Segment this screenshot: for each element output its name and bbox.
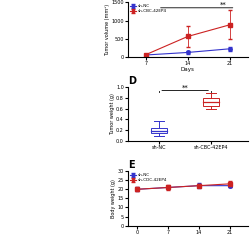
FancyBboxPatch shape xyxy=(151,128,167,133)
Legend: sh-NC, sh-CDC-42EP4: sh-NC, sh-CDC-42EP4 xyxy=(130,173,167,182)
Text: C: C xyxy=(128,0,135,2)
X-axis label: Days: Days xyxy=(181,67,195,72)
FancyBboxPatch shape xyxy=(203,98,219,106)
Y-axis label: Tumor weight (g): Tumor weight (g) xyxy=(110,93,115,135)
Y-axis label: Body weight (g): Body weight (g) xyxy=(111,179,116,218)
Text: E: E xyxy=(128,160,134,170)
Text: **: ** xyxy=(182,85,188,91)
Text: D: D xyxy=(128,76,136,86)
Y-axis label: Tumor volume (mm³): Tumor volume (mm³) xyxy=(105,4,110,56)
Legend: sh-NC, sh-CBC-42EP4: sh-NC, sh-CBC-42EP4 xyxy=(130,4,166,13)
Text: **: ** xyxy=(220,2,227,8)
